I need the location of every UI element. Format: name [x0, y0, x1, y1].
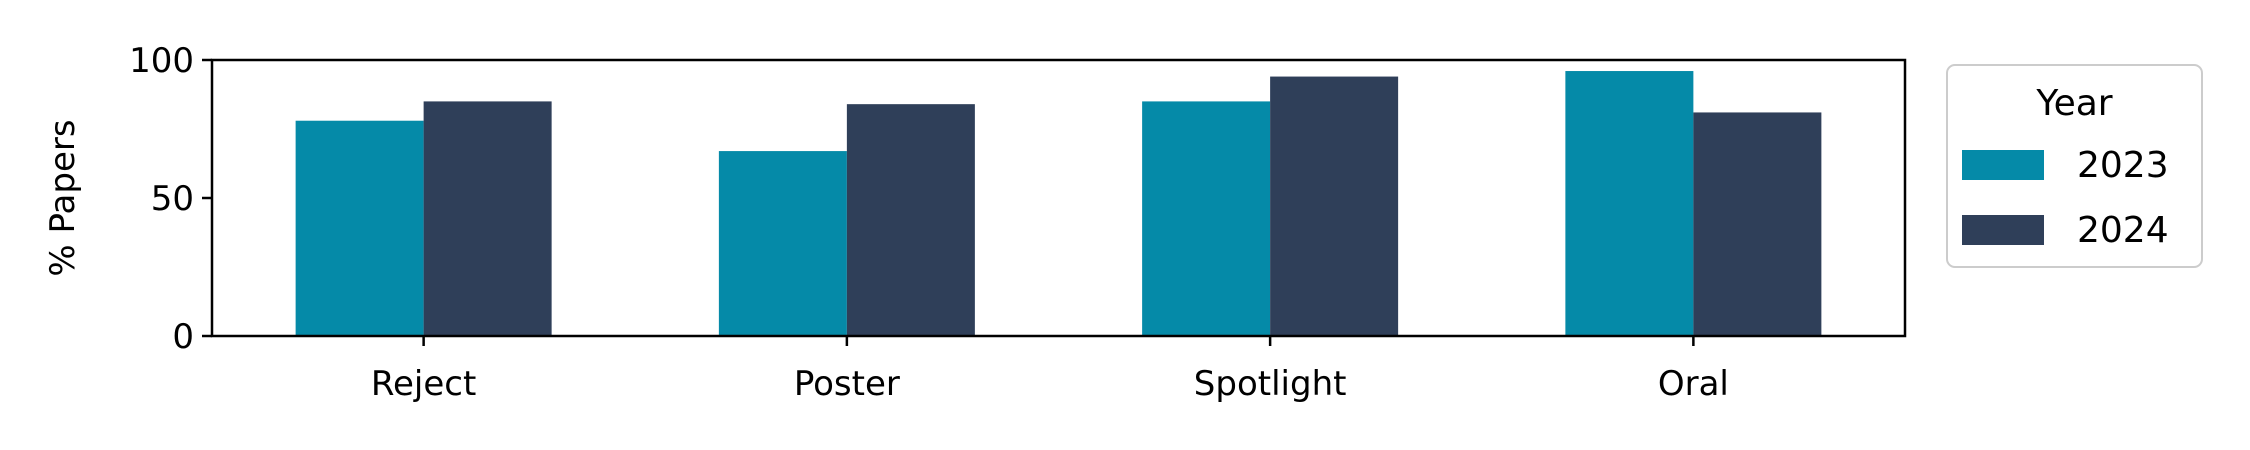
y-tick-label: 50 [151, 179, 194, 219]
legend-swatch-2023 [1962, 150, 2044, 180]
y-axis: 0 50 100 [129, 41, 212, 357]
legend-label-2024: 2024 [2077, 210, 2169, 251]
bar-spotlight-2024 [1270, 76, 1399, 336]
bar-poster-2023 [718, 151, 847, 336]
legend-items: 2023 2024 [1962, 145, 2169, 251]
bar-reject-2023 [295, 120, 424, 336]
x-tick-label: Oral [1658, 364, 1729, 404]
y-tick-label: 0 [172, 317, 194, 357]
legend: Year 2023 2024 [1946, 64, 2203, 268]
bars-group [295, 71, 1822, 337]
bar-poster-2024 [846, 104, 975, 336]
x-axis: Reject Poster Spotlight Oral [371, 336, 1729, 404]
y-tick-label: 100 [129, 41, 194, 81]
bar-oral-2023 [1565, 71, 1694, 336]
bar-reject-2024 [423, 101, 552, 337]
x-tick-label: Reject [371, 364, 476, 404]
legend-title: Year [2035, 83, 2112, 124]
x-tick-label: Spotlight [1194, 364, 1347, 404]
bar-spotlight-2023 [1142, 101, 1271, 337]
y-axis-label: % Papers [43, 119, 83, 276]
legend-swatch-2024 [1962, 215, 2044, 245]
bar-oral-2024 [1693, 112, 1822, 336]
legend-label-2023: 2023 [2077, 145, 2169, 186]
x-tick-label: Poster [794, 364, 900, 404]
